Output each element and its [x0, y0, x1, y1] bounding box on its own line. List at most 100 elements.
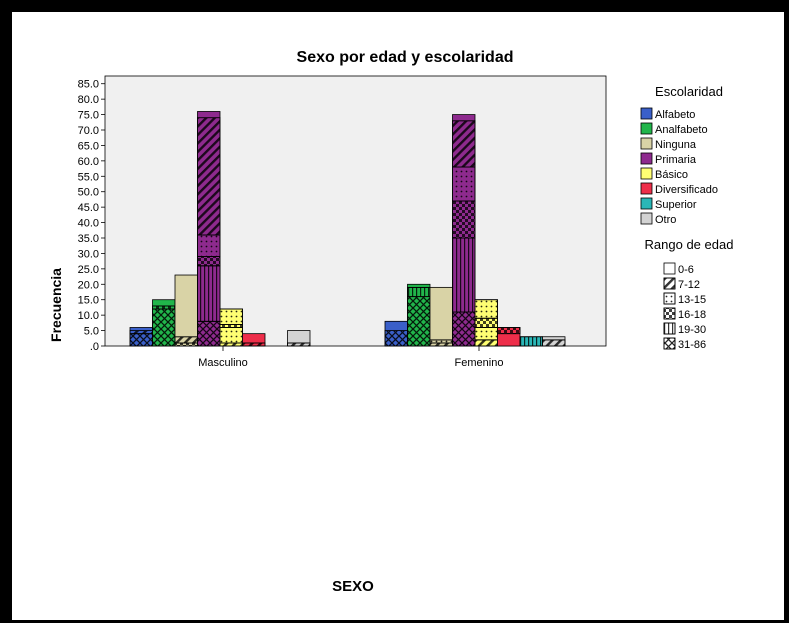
legend-color-entries: Alfabeto Analfabeto Ninguna Primaria Básico D… — [640, 107, 718, 226]
bars-layer — [129, 111, 566, 347]
bar-segment-pattern — [219, 327, 243, 344]
legend-title-escolaridad: Escolaridad — [655, 84, 723, 99]
bar-segment-pattern — [219, 342, 243, 347]
bar-segment-pattern — [542, 339, 566, 347]
legend-swatch — [640, 197, 653, 210]
legend-title-rango-edad: Rango de edad — [645, 237, 734, 252]
bar-segment — [152, 299, 176, 307]
bar-segment-pattern — [452, 166, 476, 202]
legend: Escolaridad Alfabeto Analfabeto Ninguna Pri… — [640, 84, 734, 351]
legend-pattern-swatch — [663, 307, 676, 320]
y-tick-label: 70.0 — [78, 125, 99, 137]
legend-pattern-entries: 0-6 7-12 13-15 16-18 19-30 31-86 — [663, 262, 706, 351]
y-tick-label: 40.0 — [78, 218, 99, 230]
bar-segment-pattern — [197, 265, 221, 322]
bar-segment — [197, 111, 221, 119]
x-tick-label: Masculino — [198, 357, 248, 369]
bar-segment-pattern — [474, 327, 498, 341]
legend-pattern-label: 13-15 — [678, 294, 706, 306]
y-tick-label: 30.0 — [78, 248, 99, 260]
legend-label: Analfabeto — [655, 124, 708, 136]
bar-segment-pattern — [129, 330, 153, 335]
y-tick-label: 10.0 — [78, 310, 99, 322]
bar-segment — [429, 286, 453, 341]
y-tick-label: 55.0 — [78, 171, 99, 183]
y-tick-label: .0 — [90, 341, 99, 353]
bar-segment-pattern — [452, 120, 476, 168]
bar-segment — [174, 274, 198, 338]
legend-pattern-label: 31-86 — [678, 339, 706, 351]
y-axis-label: Frecuencia — [48, 268, 64, 342]
legend-label: Alfabeto — [655, 109, 695, 121]
y-tick-label: 80.0 — [78, 94, 99, 106]
bar-segment-pattern — [474, 317, 498, 328]
bar-segment-pattern — [242, 342, 266, 347]
bar-segment-pattern — [407, 296, 431, 347]
legend-pattern-label: 7-12 — [678, 279, 700, 291]
legend-swatch — [640, 152, 653, 165]
bar-segment-pattern — [197, 117, 221, 236]
legend-swatch — [640, 107, 653, 120]
bar-segment-pattern — [197, 256, 221, 267]
y-tick-label: 45.0 — [78, 202, 99, 214]
bar-segment-pattern — [129, 333, 153, 347]
legend-pattern-swatch — [663, 292, 676, 305]
bar-segment-pattern — [287, 342, 311, 347]
y-tick-label: 20.0 — [78, 279, 99, 291]
bar-segment — [497, 333, 521, 347]
x-tick-label: Femenino — [455, 357, 504, 369]
bar-segment-pattern — [384, 330, 408, 347]
bar-segment-pattern — [219, 323, 243, 328]
legend-swatch — [640, 122, 653, 135]
legend-pattern-label: 0-6 — [678, 264, 694, 276]
legend-label: Superior — [655, 199, 697, 211]
bar-segment-pattern — [174, 342, 198, 347]
bar-segment-pattern — [474, 339, 498, 347]
bar-segment-pattern — [497, 327, 521, 335]
bar-segment-pattern — [429, 342, 453, 347]
bar-segment — [384, 320, 408, 331]
legend-swatch — [640, 137, 653, 150]
legend-label: Básico — [655, 169, 688, 181]
legend-label: Diversificado — [655, 184, 718, 196]
legend-pattern-swatch — [663, 277, 676, 290]
y-tick-label: 75.0 — [78, 110, 99, 122]
bar-segment-pattern — [519, 336, 543, 347]
bar-segment-pattern — [407, 286, 431, 298]
bar-segment-pattern — [474, 299, 498, 319]
x-axis-label: SEXO — [332, 578, 374, 595]
legend-swatch — [640, 182, 653, 195]
legend-label: Primaria — [655, 154, 697, 166]
y-tick-label: 85.0 — [78, 79, 99, 91]
bar-segment — [452, 114, 476, 122]
legend-pattern-swatch — [663, 337, 676, 350]
bar-segment — [129, 327, 153, 331]
legend-pattern-label: 19-30 — [678, 324, 706, 336]
legend-label: Otro — [655, 214, 676, 226]
y-tick-label: 50.0 — [78, 187, 99, 199]
y-tick-label: 25.0 — [78, 264, 99, 276]
bar-segment-pattern — [197, 320, 221, 347]
bar-segment-pattern — [152, 305, 176, 310]
y-axis-ticks: .0 5.0 10.0 15.0 20.0 25.0 30.0 35.0 40.0 45.0 50.… — [78, 79, 105, 353]
legend-pattern-swatch — [663, 322, 676, 335]
bar-segment-pattern — [197, 234, 221, 257]
y-tick-label: 60.0 — [78, 156, 99, 168]
bar-segment-pattern — [429, 339, 453, 344]
bar-segment-pattern — [452, 200, 476, 239]
legend-pattern-label: 16-18 — [678, 309, 706, 321]
legend-swatch — [640, 167, 653, 180]
x-axis-ticks: Masculino Femenino — [198, 346, 503, 369]
bar-segment-pattern — [219, 308, 243, 325]
y-tick-label: 35.0 — [78, 233, 99, 245]
bar-segment — [242, 333, 266, 344]
bar-segment — [407, 283, 431, 288]
y-tick-label: 15.0 — [78, 295, 99, 307]
legend-swatch — [640, 212, 653, 225]
bar-segment-pattern — [152, 308, 176, 347]
y-tick-label: 5.0 — [84, 326, 99, 338]
bar-segment — [287, 330, 311, 344]
bar-segment-pattern — [174, 336, 198, 344]
